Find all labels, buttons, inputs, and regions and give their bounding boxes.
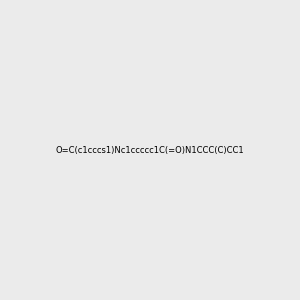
- Text: O=C(c1cccs1)Nc1ccccc1C(=O)N1CCC(C)CC1: O=C(c1cccs1)Nc1ccccc1C(=O)N1CCC(C)CC1: [56, 146, 244, 154]
